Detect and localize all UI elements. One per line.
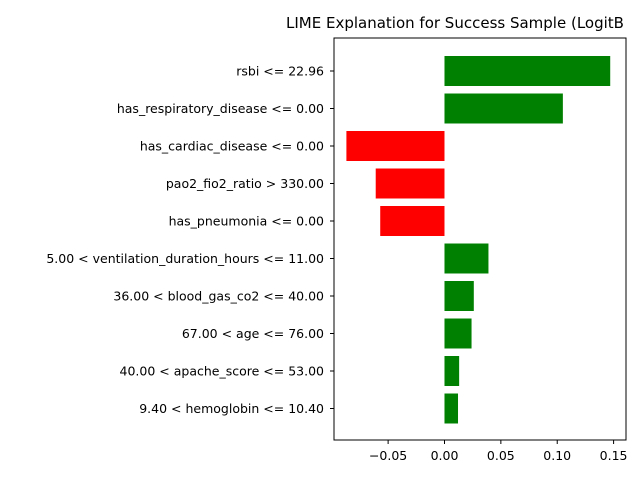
x-tick-label: 0.10 [543,448,571,463]
bar-7 [444,318,472,349]
y-tick-label: has_respiratory_disease <= 0.00 [117,101,324,116]
bar-6 [444,281,474,311]
y-tick-label: 36.00 < blood_gas_co2 <= 40.00 [113,289,324,304]
bar-0 [444,56,611,86]
y-tick-label: 40.00 < apache_score <= 53.00 [120,364,325,379]
x-axis-ticks: −0.05 0.00 0.05 0.10 0.15 [369,440,628,463]
chart-title: LIME Explanation for Success Sample (Log… [286,14,624,32]
bar-9 [444,393,459,424]
y-tick-label: 67.00 < age <= 76.00 [182,326,324,341]
y-tick-label: has_pneumonia <= 0.00 [169,214,324,229]
bar-1 [444,93,563,124]
bar-4 [380,206,445,236]
y-tick-label: 9.40 < hemoglobin <= 10.40 [139,401,324,416]
bars-group [346,56,611,424]
x-tick-label: 0.00 [431,448,459,463]
x-tick-label: 0.15 [600,448,628,463]
bar-2 [346,131,445,161]
bar-3 [375,168,445,199]
x-tick-label: 0.05 [487,448,515,463]
y-axis-ticks: rsbi <= 22.96 has_respiratory_disease <= … [46,64,334,416]
bar-8 [444,356,460,386]
bar-5 [444,243,489,274]
x-tick-label: −0.05 [369,448,407,463]
y-tick-label: 5.00 < ventilation_duration_hours <= 11.… [46,251,324,266]
plot-frame [333,37,627,441]
y-tick-label: has_cardiac_disease <= 0.00 [140,139,324,154]
y-tick-label: rsbi <= 22.96 [236,64,324,79]
y-tick-label: pao2_fio2_ratio > 330.00 [166,176,324,191]
